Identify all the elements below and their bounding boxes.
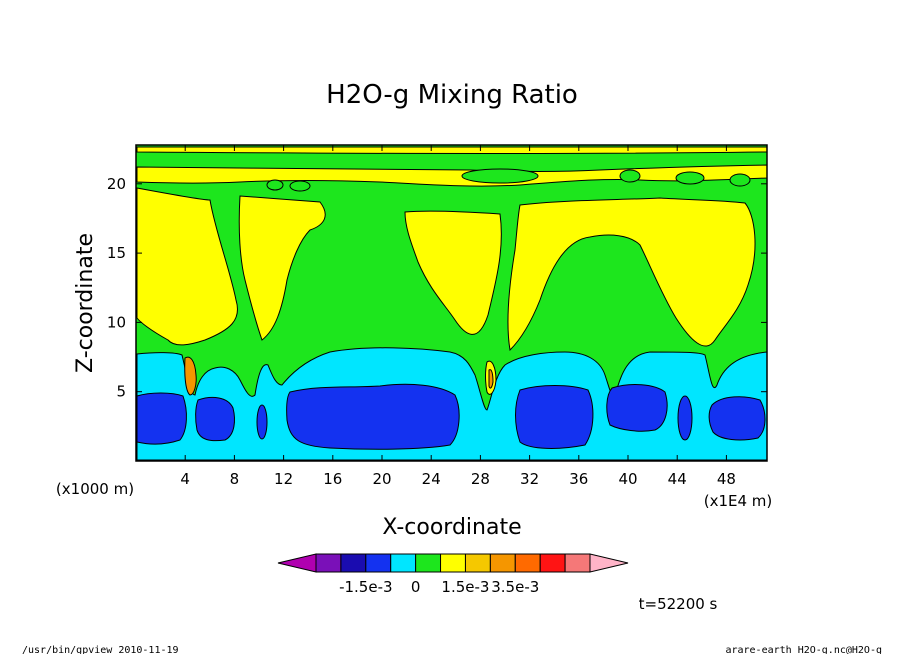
colorbar-label-1: 0 [411, 578, 421, 596]
blue-core-8 [708, 396, 766, 441]
colorbar-swatch-0 [315, 553, 342, 573]
y-tick-label-0: 5 [116, 383, 126, 401]
plot-area [135, 144, 768, 462]
yellow-region-left-lobe [238, 195, 326, 341]
x-tick-label-1: 8 [230, 470, 240, 488]
colorbar-swatch-4 [415, 553, 442, 573]
colorbar-arrow-right [589, 553, 629, 573]
x-tick-label-9: 40 [618, 470, 637, 488]
colorbar-label-0: -1.5e-3 [339, 578, 392, 596]
y-axis-label: Z-coordinate [73, 233, 98, 373]
blue-core-4 [286, 383, 460, 450]
footer-right: arare-earth_H2O-g.nc@H2O-g [725, 645, 882, 654]
green-blob-top-2 [619, 169, 641, 183]
y-unit-label: (x1000 m) [56, 480, 134, 498]
x-tick-label-10: 44 [668, 470, 687, 488]
blue-core-6 [606, 384, 668, 432]
colorbar-swatch-5 [440, 553, 466, 573]
x-tick-label-7: 32 [520, 470, 539, 488]
yellow-top-strip [136, 146, 768, 154]
blue-core-7 [677, 395, 693, 441]
orange-feature-right [488, 369, 494, 389]
colorbar [277, 553, 629, 573]
orange-feature-left [184, 356, 197, 396]
green-blob-top-4 [729, 173, 751, 187]
blue-core-3 [256, 404, 268, 440]
colorbar-swatch-10 [564, 553, 591, 573]
x-tick-label-0: 4 [180, 470, 190, 488]
chart-title: H2O-g Mixing Ratio [326, 80, 578, 110]
green-blob-top-6 [289, 180, 311, 192]
colorbar-swatch-8 [514, 553, 541, 573]
x-tick-label-4: 20 [372, 470, 391, 488]
plot-frame [135, 144, 768, 462]
x-tick-label-5: 24 [422, 470, 441, 488]
green-blob-top-3 [675, 171, 705, 185]
x-tick-label-2: 12 [274, 470, 293, 488]
blue-core-2 [195, 396, 235, 442]
y-tick-label-2: 15 [107, 244, 126, 262]
colorbar-swatch-9 [539, 553, 566, 573]
green-blob-top-5 [266, 179, 284, 191]
colorbar-swatch-6 [464, 553, 491, 573]
x-unit-label: (x1E4 m) [704, 492, 773, 510]
x-tick-label-11: 48 [717, 470, 736, 488]
time-label: t=52200 s [639, 595, 718, 613]
yellow-region-right [507, 197, 756, 352]
y-tick-label-1: 10 [107, 313, 126, 331]
green-blob-top-1 [461, 168, 539, 184]
x-axis-ticks: 4 8 12 16 20 24 28 32 36 40 44 48 [180, 145, 736, 488]
blue-core-5 [515, 385, 594, 449]
x-tick-label-3: 16 [323, 470, 342, 488]
y-axis-ticks: 5 10 15 20 [107, 175, 767, 401]
yellow-region-upper-left [136, 187, 238, 346]
yellow-region-center [404, 210, 502, 335]
blue-core-1 [136, 392, 187, 445]
colorbar-swatch-1 [340, 553, 367, 573]
footer-left: /usr/bin/gpview 2010-11-19 [22, 645, 179, 654]
colorbar-arrow-left [277, 553, 317, 573]
colorbar-swatch-3 [390, 553, 417, 573]
y-tick-label-3: 20 [107, 175, 126, 193]
x-tick-label-8: 36 [569, 470, 588, 488]
colorbar-label-3: 3.5e-3 [491, 578, 539, 596]
colorbar-label-2: 1.5e-3 [441, 578, 489, 596]
x-tick-label-6: 28 [471, 470, 490, 488]
colorbar-swatch-7 [489, 553, 516, 573]
colorbar-swatch-2 [365, 553, 392, 573]
x-axis-label: X-coordinate [382, 515, 521, 540]
colorbar-labels: -1.5e-3 0 1.5e-3 3.5e-3 [339, 578, 539, 596]
